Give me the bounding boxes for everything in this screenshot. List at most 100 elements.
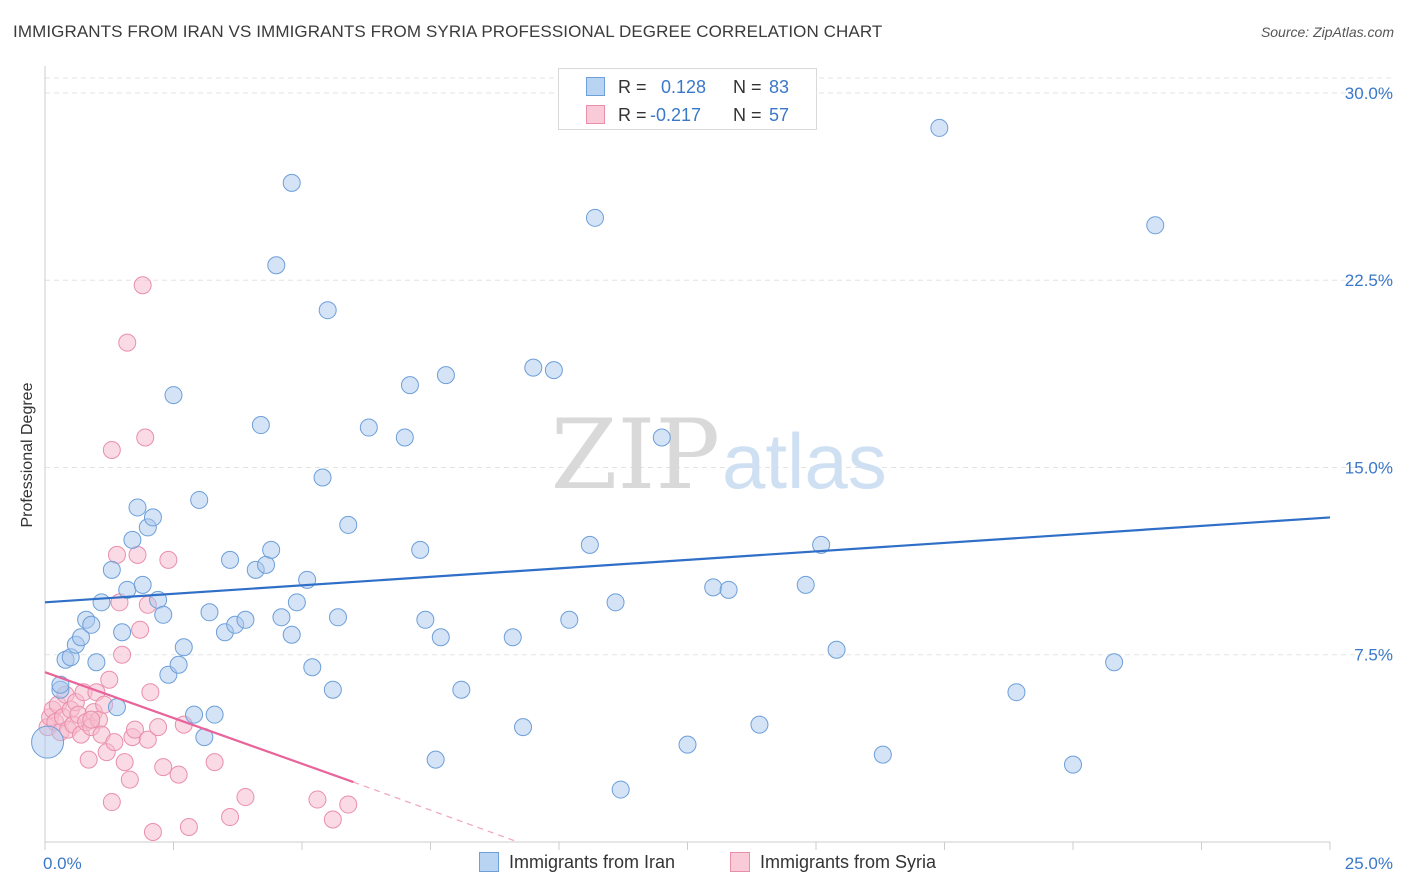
iran-point [1064,755,1082,774]
syria-points [38,276,358,842]
iran-point [930,118,949,137]
iran-point [606,593,625,612]
iran-point [580,535,599,554]
iran-point [282,625,301,644]
syria-r-value: -0.217 [650,105,702,125]
legend-row-iran: R = 0.128 N = 83 [559,73,816,99]
syria-point [118,333,137,352]
iran-point [272,608,291,627]
watermark-atlas: atlas [722,417,887,505]
iran-point [200,603,219,622]
syria-point [120,770,139,789]
iran-point [92,593,111,612]
iran-point [185,705,204,724]
correlation-legend: R = 0.128 N = 83 R = -0.217 N = 57 [558,68,817,130]
legend-row-syria: R = -0.217 N = 57 [559,101,816,127]
iran-point [611,780,630,799]
x-tick-label-max: 25.0% [1345,854,1393,873]
syria-point [179,818,198,837]
legend-r-label: R = [618,77,647,97]
iran-point [411,540,430,559]
iran-point [1007,683,1026,702]
syria-point [115,753,134,772]
iran-point [719,580,738,599]
iran-point [544,361,563,380]
syria-point [205,753,224,772]
iran-point [113,623,132,642]
iran-point [426,750,445,769]
iran-point [236,610,255,629]
iran-r-value: 0.128 [661,77,707,97]
syria-point [107,545,126,564]
syria-point [131,620,150,639]
iran-point [750,715,769,734]
iran-point [313,468,332,487]
x-tick-label-min: 0.0% [43,854,82,873]
syria-point [102,793,121,812]
iran-point [585,208,604,227]
iran-point [190,490,209,509]
iran-point [102,560,121,579]
trend-lines [44,516,1331,843]
iran-point [123,530,142,549]
iran-point [560,610,579,629]
iran-point [133,575,152,594]
iran-point [87,653,106,672]
syria-point [169,765,188,784]
syria-point [308,790,327,809]
syria-point [149,718,168,737]
syria-point [159,550,178,569]
iran-point [1105,653,1124,672]
tick-labels: 7.5% 15.0% 22.5% 30.0% 0.0% 25.0% [43,84,1393,873]
syria-point [136,428,155,447]
y-tick-label: 30.0% [1345,84,1393,103]
iran-point [303,658,322,677]
iran-point [827,640,846,659]
iran-point [704,578,723,597]
chart-title: IMMIGRANTS FROM IRAN VS IMMIGRANTS FROM … [13,22,883,41]
iran-legend-label: Immigrants from Iran [509,852,676,872]
bottom-legend-iran: Immigrants from Iran [479,852,675,873]
syria-point [105,733,124,752]
syria-point [141,683,160,702]
iran-point [205,705,224,724]
iran-point [318,301,337,320]
syria-legend-label: Immigrants from Syria [760,852,937,872]
iran-point [323,680,342,699]
syria-point [143,823,162,842]
iran-point [416,610,435,629]
syria-point [128,545,147,564]
iran-point [796,575,815,594]
syria-point [102,441,121,460]
iran-point [71,628,90,647]
iran-point [251,416,270,435]
iran-point [164,386,183,405]
iran-point [143,508,162,527]
iran-point [267,256,286,275]
iran-point [359,418,378,437]
iran-trend-line [44,516,1331,604]
iran-point [812,535,831,554]
iran-point [128,498,147,517]
syria-point [125,720,144,739]
syria-point [339,795,358,814]
syria-point [236,788,255,807]
iran-point [652,428,671,447]
y-tick-label: 7.5% [1354,646,1393,665]
syria-point [82,710,101,729]
iran-point [257,555,276,574]
iran-point [287,593,306,612]
iran-point [221,550,240,569]
syria-point [113,645,132,664]
iran-point [400,376,419,395]
syria-point [138,730,157,749]
iran-n-value: 83 [769,77,790,97]
iran-point [431,628,450,647]
syria-trend-line [44,671,354,784]
bottom-legend-syria: Immigrants from Syria [730,852,936,873]
iran-point [174,638,193,657]
iran-point [436,366,455,385]
iran-point [514,718,533,737]
iran-swatch [586,77,605,96]
